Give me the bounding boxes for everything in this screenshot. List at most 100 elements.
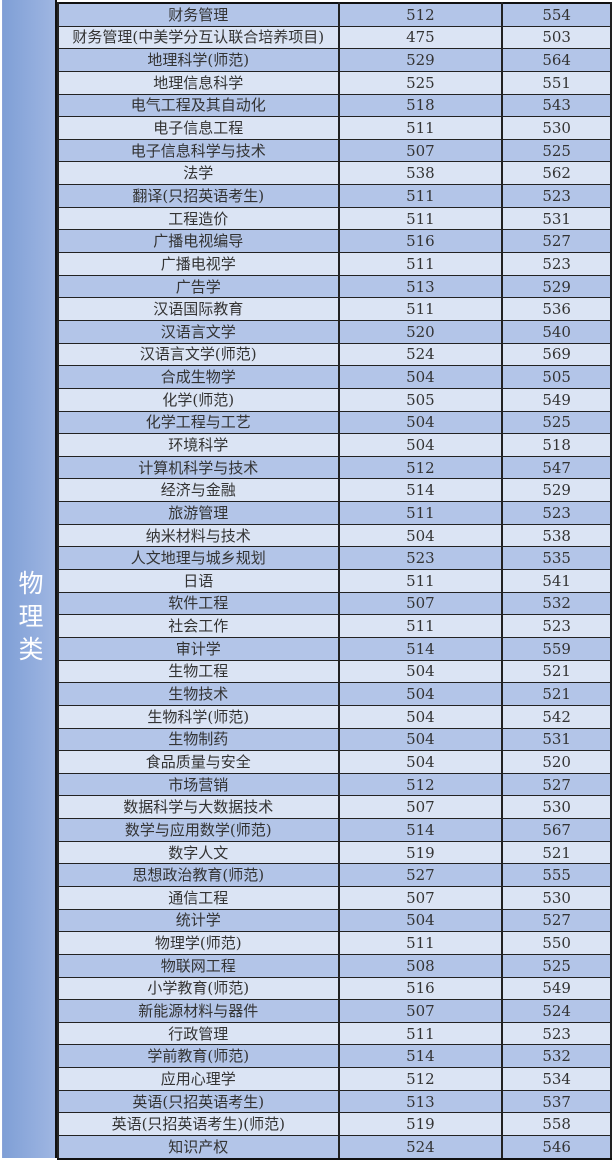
score-b-cell: 523	[501, 184, 612, 208]
table-row: 社会工作 511 523	[57, 614, 612, 638]
score-a-cell: 514	[337, 1044, 503, 1069]
score-a-cell: 512	[337, 1067, 503, 1091]
table-row: 旅游管理 511 523	[57, 501, 612, 525]
score-b-cell: 555	[501, 863, 612, 887]
score-b-cell: 550	[501, 931, 612, 955]
major-name-cell: 思想政治教育(师范)	[57, 863, 340, 887]
score-a-cell: 512	[337, 2, 503, 27]
score-b-cell: 532	[501, 1044, 612, 1069]
score-b-cell: 549	[501, 976, 612, 1001]
score-a-cell: 504	[337, 523, 503, 548]
score-b-cell: 523	[501, 1021, 612, 1046]
major-name-cell: 工程造价	[57, 206, 340, 231]
major-name-cell: 新能源材料与器件	[57, 999, 340, 1023]
score-b-cell: 521	[501, 659, 612, 684]
score-b-cell: 554	[501, 2, 612, 27]
table-row: 新能源材料与器件 507 524	[57, 999, 612, 1023]
major-name-cell: 化学工程与工艺	[57, 410, 340, 435]
table-row: 地理信息科学 525 551	[57, 70, 612, 95]
major-name-cell: 法学	[57, 161, 340, 186]
score-b-cell: 543	[501, 93, 612, 118]
table-row: 法学 538 562	[57, 161, 612, 186]
score-b-cell: 527	[501, 772, 612, 797]
score-b-cell: 540	[501, 319, 612, 344]
score-a-cell: 504	[337, 750, 503, 774]
table-row: 小学教育(师范) 516 549	[57, 976, 612, 1001]
major-name-cell: 广告学	[57, 274, 340, 299]
score-b-cell: 521	[501, 682, 612, 706]
table-row: 电子信息工程 511 530	[57, 116, 612, 140]
major-name-cell: 广播电视学	[57, 252, 340, 276]
score-b-cell: 530	[501, 116, 612, 140]
major-name-cell: 审计学	[57, 636, 340, 661]
major-name-cell: 软件工程	[57, 591, 340, 616]
score-a-cell: 511	[337, 614, 503, 638]
major-name-cell: 行政管理	[57, 1021, 340, 1046]
major-name-cell: 经济与金融	[57, 478, 340, 503]
major-name-cell: 英语(只招英语考生)	[57, 1089, 340, 1114]
score-b-cell: 559	[501, 636, 612, 661]
score-b-cell: 536	[501, 297, 612, 321]
score-b-cell: 518	[501, 433, 612, 457]
table-row: 人文地理与城乡规划 523 535	[57, 546, 612, 571]
table-row: 思想政治教育(师范) 527 555	[57, 863, 612, 887]
score-a-cell: 524	[337, 1135, 503, 1160]
major-name-cell: 数据科学与大数据技术	[57, 795, 340, 820]
table-row: 学前教育(师范) 514 532	[57, 1044, 612, 1069]
major-name-cell: 财务管理(中美学分互认联合培养项目)	[57, 25, 340, 50]
table-row: 生物工程 504 521	[57, 659, 612, 684]
score-a-cell: 516	[337, 976, 503, 1001]
major-name-cell: 生物技术	[57, 682, 340, 706]
score-a-cell: 520	[337, 319, 503, 344]
table-row: 汉语言文学 520 540	[57, 319, 612, 344]
table-row: 经济与金融 514 529	[57, 478, 612, 503]
score-a-cell: 519	[337, 1112, 503, 1137]
score-a-cell: 513	[337, 1089, 503, 1114]
major-name-cell: 环境科学	[57, 433, 340, 457]
score-b-cell: 520	[501, 750, 612, 774]
major-name-cell: 英语(只招英语考生)(师范)	[57, 1112, 340, 1137]
major-name-cell: 财务管理	[57, 2, 340, 27]
table-row: 汉语言文学(师范) 524 569	[57, 342, 612, 367]
table-row: 知识产权 524 546	[57, 1135, 612, 1160]
major-name-cell: 汉语言文学	[57, 319, 340, 344]
table-row: 软件工程 507 532	[57, 591, 612, 616]
major-name-cell: 市场营销	[57, 772, 340, 797]
major-name-cell: 数学与应用数学(师范)	[57, 818, 340, 842]
score-b-cell: 505	[501, 365, 612, 389]
major-name-cell: 食品质量与安全	[57, 750, 340, 774]
score-a-cell: 529	[337, 48, 503, 72]
score-b-cell: 527	[501, 229, 612, 254]
score-b-cell: 529	[501, 274, 612, 299]
score-b-cell: 549	[501, 387, 612, 412]
score-a-cell: 504	[337, 659, 503, 684]
score-a-cell: 511	[337, 297, 503, 321]
score-b-cell: 503	[501, 25, 612, 50]
score-a-cell: 527	[337, 863, 503, 887]
score-a-cell: 512	[337, 772, 503, 797]
table-row: 环境科学 504 518	[57, 433, 612, 457]
category-label: 物理类	[15, 569, 44, 669]
major-name-cell: 纳米材料与技术	[57, 523, 340, 548]
score-b-cell: 532	[501, 591, 612, 616]
score-b-cell: 531	[501, 206, 612, 231]
score-a-cell: 511	[337, 116, 503, 140]
score-a-cell: 511	[337, 931, 503, 955]
score-a-cell: 516	[337, 229, 503, 254]
score-b-cell: 523	[501, 501, 612, 525]
score-b-cell: 527	[501, 908, 612, 933]
score-b-cell: 569	[501, 342, 612, 367]
score-a-cell: 504	[337, 727, 503, 752]
table-row: 地理科学(师范) 529 564	[57, 48, 612, 72]
table-row: 广播电视编导 516 527	[57, 229, 612, 254]
score-b-cell: 534	[501, 1067, 612, 1091]
score-a-cell: 508	[337, 953, 503, 978]
score-a-cell: 475	[337, 25, 503, 50]
score-a-cell: 511	[337, 184, 503, 208]
score-a-cell: 507	[337, 795, 503, 820]
major-name-cell: 翻译(只招英语考生)	[57, 184, 340, 208]
score-a-cell: 504	[337, 704, 503, 729]
major-name-cell: 广播电视编导	[57, 229, 340, 254]
score-b-cell: 535	[501, 546, 612, 571]
score-a-cell: 513	[337, 274, 503, 299]
